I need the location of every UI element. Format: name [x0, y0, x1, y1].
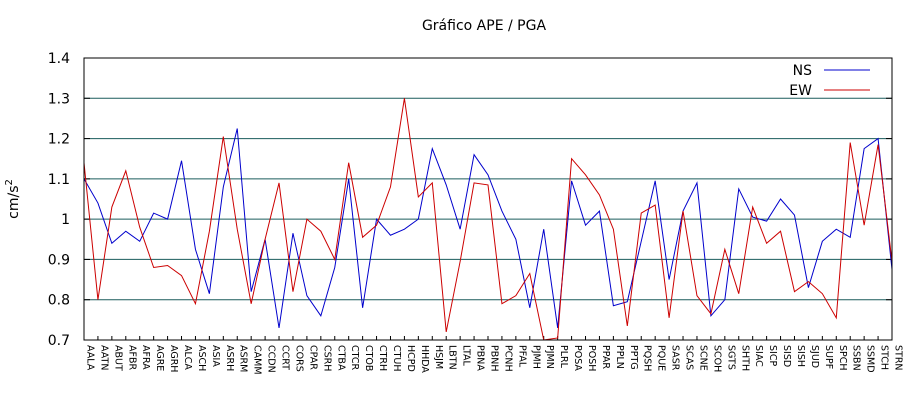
y-axis-label-unit: cm/s	[6, 186, 22, 219]
x-tick-label: STCH	[879, 345, 890, 370]
x-tick-label: AATN	[98, 345, 109, 370]
x-tick-label: CTCR	[349, 345, 360, 371]
x-tick-label: PQSH	[642, 345, 653, 371]
y-tick-label: 1.3	[48, 91, 70, 107]
x-tick-label: CORS	[293, 345, 304, 372]
x-tick-label: AGRH	[168, 345, 179, 372]
legend: NS EW	[789, 63, 870, 99]
x-tick-label: ASIA	[210, 345, 221, 367]
x-tick-label: SUPF	[823, 345, 834, 369]
x-tick-label: CTUH	[391, 345, 402, 372]
x-tick-label: LBTN	[447, 345, 458, 370]
x-tick-label: SISD	[781, 345, 792, 367]
y-tick-label: 0.7	[48, 333, 70, 349]
y-tick-label: 0.8	[48, 293, 70, 309]
x-tick-label: CTOB	[363, 345, 374, 371]
x-tick-label: PBNA	[475, 345, 486, 371]
x-tick-label: SSBN	[851, 345, 862, 371]
x-tick-label: SISH	[795, 345, 806, 367]
x-tick-label: STRN	[893, 345, 904, 371]
y-axis-label: cm/s2	[4, 179, 22, 219]
x-tick-label: POSH	[586, 345, 597, 371]
x-tick-label: CTRH	[377, 345, 388, 371]
y-tick-label: 1	[61, 212, 70, 228]
y-tick-label: 0.9	[48, 252, 70, 268]
x-tick-label: PJMN	[544, 345, 555, 369]
x-tick-label: PPTG	[628, 345, 639, 370]
x-tick-label: SJUD	[809, 345, 820, 368]
x-tick-label: AFBR	[126, 345, 137, 370]
y-tick-label: 1.2	[48, 132, 70, 148]
x-tick-label: SSMD	[865, 345, 876, 373]
x-tick-label: ASCH	[196, 345, 207, 371]
x-tick-label: CPAR	[307, 345, 318, 370]
x-tick-label: CSRH	[321, 345, 332, 371]
x-tick-label: CTBA	[335, 345, 346, 371]
x-tick-label: SCAS	[684, 345, 695, 370]
plot-frame	[83, 57, 893, 341]
x-tick-label: AFRA	[140, 345, 151, 370]
x-tick-label: HHDA	[419, 345, 430, 373]
chart-title: Gráfico APE / PGA	[422, 18, 546, 34]
x-tick-label: ASRM	[238, 345, 249, 372]
series-line-ew	[83, 98, 893, 341]
y-tick-label: 1.1	[48, 172, 70, 188]
x-tick-label: PLRL	[558, 345, 569, 369]
x-tick-label: ASRH	[224, 345, 235, 371]
x-tick-label: SASR	[670, 345, 681, 371]
x-tick-label: ABUT	[112, 345, 123, 371]
x-tick-label: SICP	[767, 345, 778, 366]
x-tick-label: PPAR	[600, 345, 611, 369]
x-tick-label: HSJM	[433, 345, 444, 369]
x-axis-ticks: AALA AATN ABUT AFBR AFRA AGRE AGRH ALCA ASCH ASIA…	[83, 336, 904, 375]
x-tick-label: ALCA	[182, 345, 193, 370]
x-tick-label: CCDN	[266, 345, 277, 373]
x-tick-label: PBNH	[489, 345, 500, 372]
x-tick-label: SCOH	[711, 345, 722, 372]
x-tick-label: SPCH	[837, 345, 848, 371]
x-tick-label: AALA	[85, 345, 96, 371]
x-tick-label: PFAL	[516, 345, 527, 368]
series-lines	[83, 98, 893, 341]
y-axis-label-superscript: 2	[4, 179, 15, 185]
legend-label-ew: EW	[789, 83, 812, 99]
x-tick-label: PPLN	[614, 345, 625, 369]
x-tick-label: CAMM	[252, 345, 263, 375]
x-tick-label: CCRT	[280, 345, 291, 370]
x-tick-label: PJMH	[530, 345, 541, 369]
y-axis-ticks: 0.7 0.8 0.9 1 1.1 1.2 1.3 1.4	[48, 51, 892, 349]
series-line-ns	[83, 128, 893, 328]
x-tick-label: LTAL	[461, 345, 472, 367]
x-tick-label: PCNH	[502, 345, 513, 372]
x-tick-label: SGTS	[725, 345, 736, 370]
gridlines	[84, 57, 892, 341]
x-tick-label: AGRE	[154, 345, 165, 371]
x-tick-label: SIAC	[753, 345, 764, 367]
x-tick-label: SCNE	[697, 345, 708, 371]
y-tick-label: 1.4	[48, 51, 70, 67]
x-tick-label: HCPD	[405, 345, 416, 372]
x-tick-label: PQUE	[656, 345, 667, 371]
x-tick-label: POSA	[572, 345, 583, 371]
legend-label-ns: NS	[793, 63, 812, 79]
x-tick-label: SHTH	[739, 345, 750, 371]
